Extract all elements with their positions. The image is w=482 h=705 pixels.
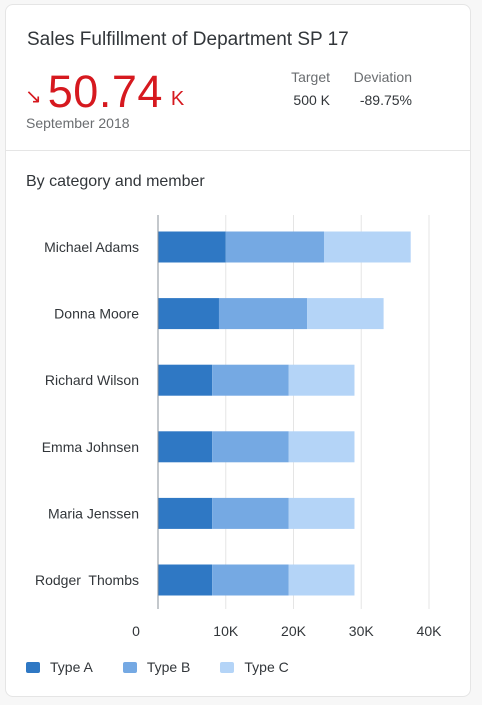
bar-segment [158,364,213,396]
kpi-value-group: ↘ 50.74 K [25,65,184,115]
bar-segment [212,364,289,396]
target-value: 500 K [293,92,330,108]
x-tick-label: 40K [417,623,443,639]
bar-segment [212,431,289,463]
x-tick-label: 20K [281,623,307,639]
card-title: Sales Fulfillment of Department SP 17 [27,29,349,50]
chart-legend: Type A Type B Type C [26,659,319,675]
kpi-value: 50.74 [47,66,163,117]
legend-item[interactable]: Type C [220,659,289,675]
bar-segment [218,298,308,330]
arrow-down-right-icon: ↘ [25,86,42,108]
deviation-label: Deviation [353,69,412,85]
bar-segment [158,231,226,263]
bar-segment [323,231,411,263]
category-label: Michael Adams [44,239,139,255]
legend-item[interactable]: Type B [122,659,191,675]
legend-item[interactable]: Type A [26,659,93,675]
bar-segment [288,431,355,463]
legend-swatch [220,661,235,673]
x-tick-label: 0 [132,623,140,639]
legend-label: Type A [50,659,93,675]
x-tick-label: 10K [213,623,239,639]
kpi-unit: K [170,88,185,110]
bar-segment [288,364,355,396]
bar-segment [158,497,213,529]
bar-segment [212,564,289,596]
bar-segment [158,298,219,330]
bar-segment [212,497,289,529]
bar-segment [307,298,384,330]
legend-swatch [122,661,137,673]
stacked-bar-chart: Michael Adams Donna Moore Richard Wilson Em… [35,215,443,639]
kpi-card[interactable]: Sales Fulfillment of Department SP 17 ↘ … [5,4,471,697]
bar-segment [288,497,355,529]
category-label: Emma Johnsen [42,439,139,455]
section-title: By category and member [26,173,205,190]
card-subtitle: September 2018 [26,115,130,131]
category-label: Rodger Thombs [35,572,139,588]
header-divider [6,150,470,151]
bar-segment [158,431,213,463]
bar-segment [225,231,324,263]
legend-swatch [26,661,40,673]
category-label: Maria Jenssen [48,505,139,521]
target-label: Target [291,69,330,85]
x-tick-label: 30K [349,623,375,639]
bar-segment [288,564,355,596]
target-stat: Target 500 K [291,69,330,108]
deviation-value: -89.75% [359,92,412,108]
legend-label: Type C [244,659,289,675]
deviation-stat: Deviation -89.75% [354,69,412,108]
legend-label: Type B [146,659,191,675]
category-label: Richard Wilson [45,372,139,388]
bar-segment [158,564,213,596]
category-label: Donna Moore [54,306,139,322]
